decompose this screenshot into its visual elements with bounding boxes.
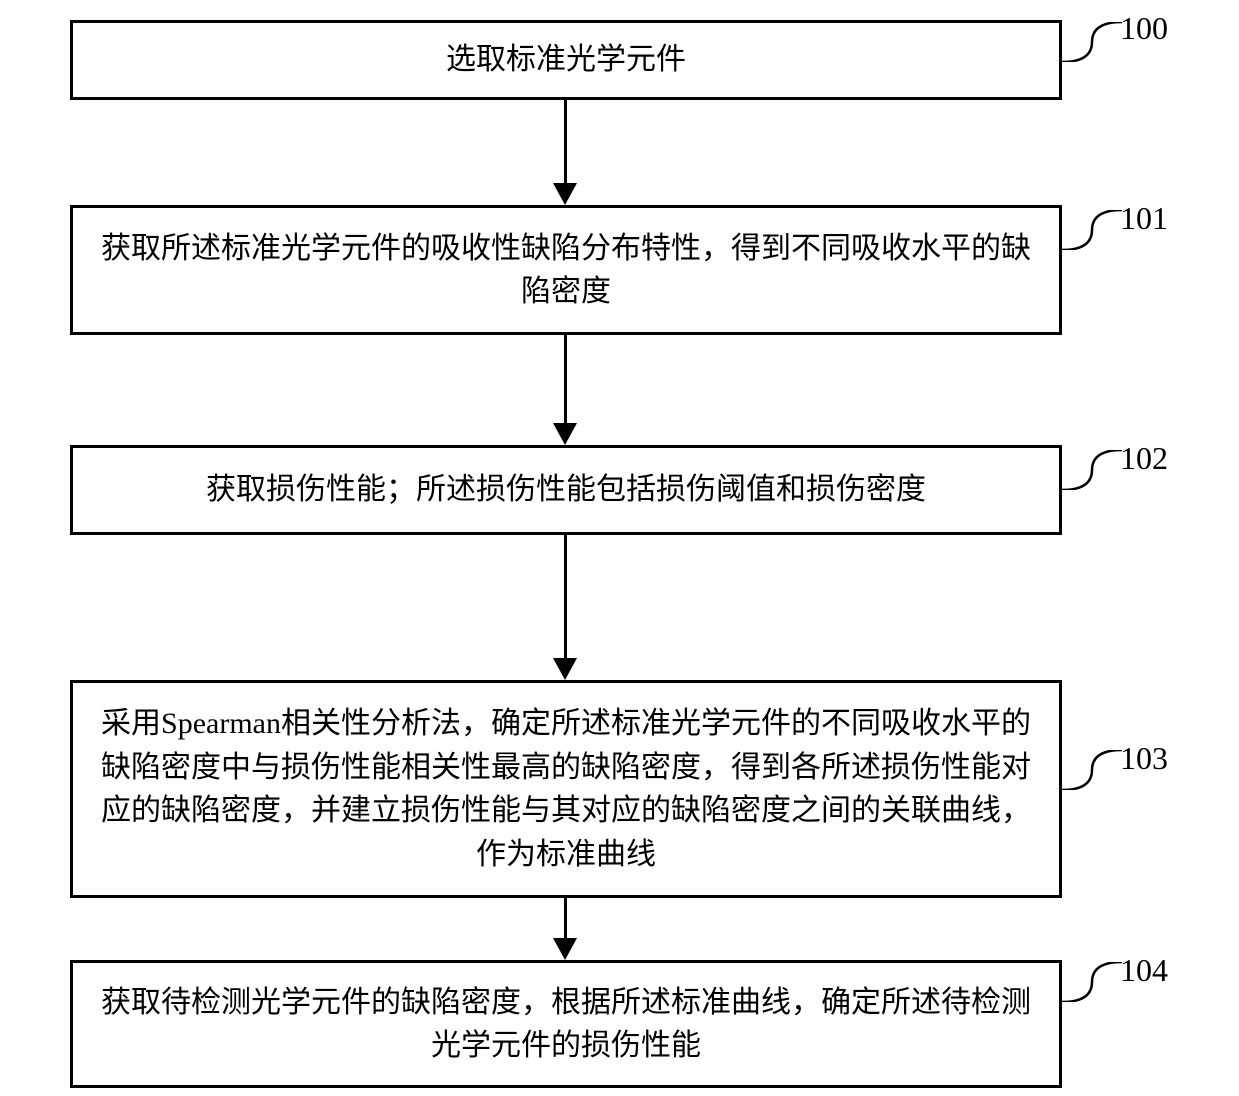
callout-bracket	[1062, 450, 1122, 490]
flow-box-n102: 获取损伤性能；所述损伤性能包括损伤阈值和损伤密度	[70, 445, 1062, 535]
flow-box-n100: 选取标准光学元件	[70, 20, 1062, 100]
arrow-head-icon	[553, 423, 577, 445]
callout-bracket	[1062, 962, 1122, 1002]
flow-box-label: 101	[1120, 200, 1168, 237]
flowchart-canvas: 选取标准光学元件 100 获取所述标准光学元件的吸收性缺陷分布特性，得到不同吸收水平…	[0, 0, 1239, 1096]
flow-box-n101: 获取所述标准光学元件的吸收性缺陷分布特性，得到不同吸收水平的缺陷密度	[70, 205, 1062, 335]
flow-box-label: 104	[1120, 952, 1168, 989]
arrow-shaft	[564, 335, 567, 425]
flow-arrow	[553, 898, 577, 960]
flow-box-label: 100	[1120, 10, 1168, 47]
arrow-shaft	[564, 535, 567, 660]
flow-box-text: 获取损伤性能；所述损伤性能包括损伤阈值和损伤密度	[206, 468, 926, 512]
arrow-head-icon	[553, 183, 577, 205]
arrow-shaft	[564, 100, 567, 185]
flow-box-n104: 获取待检测光学元件的缺陷密度，根据所述标准曲线，确定所述待检测光学元件的损伤性能	[70, 960, 1062, 1088]
arrow-head-icon	[553, 938, 577, 960]
flow-box-text: 获取待检测光学元件的缺陷密度，根据所述标准曲线，确定所述待检测光学元件的损伤性能	[93, 981, 1039, 1068]
arrow-head-icon	[553, 658, 577, 680]
flow-box-label: 103	[1120, 740, 1168, 777]
flow-box-text: 选取标准光学元件	[446, 38, 686, 82]
flow-box-text: 采用Spearman相关性分析法，确定所述标准光学元件的不同吸收水平的缺陷密度中…	[93, 702, 1039, 876]
flow-box-label: 102	[1120, 440, 1168, 477]
flow-arrow	[553, 335, 577, 445]
flow-box-n103: 采用Spearman相关性分析法，确定所述标准光学元件的不同吸收水平的缺陷密度中…	[70, 680, 1062, 898]
callout-bracket	[1062, 210, 1122, 250]
flow-box-text: 获取所述标准光学元件的吸收性缺陷分布特性，得到不同吸收水平的缺陷密度	[93, 227, 1039, 314]
callout-bracket	[1062, 22, 1122, 62]
flow-arrow	[553, 100, 577, 205]
callout-bracket	[1062, 750, 1122, 790]
arrow-shaft	[564, 898, 567, 940]
flow-arrow	[553, 535, 577, 680]
